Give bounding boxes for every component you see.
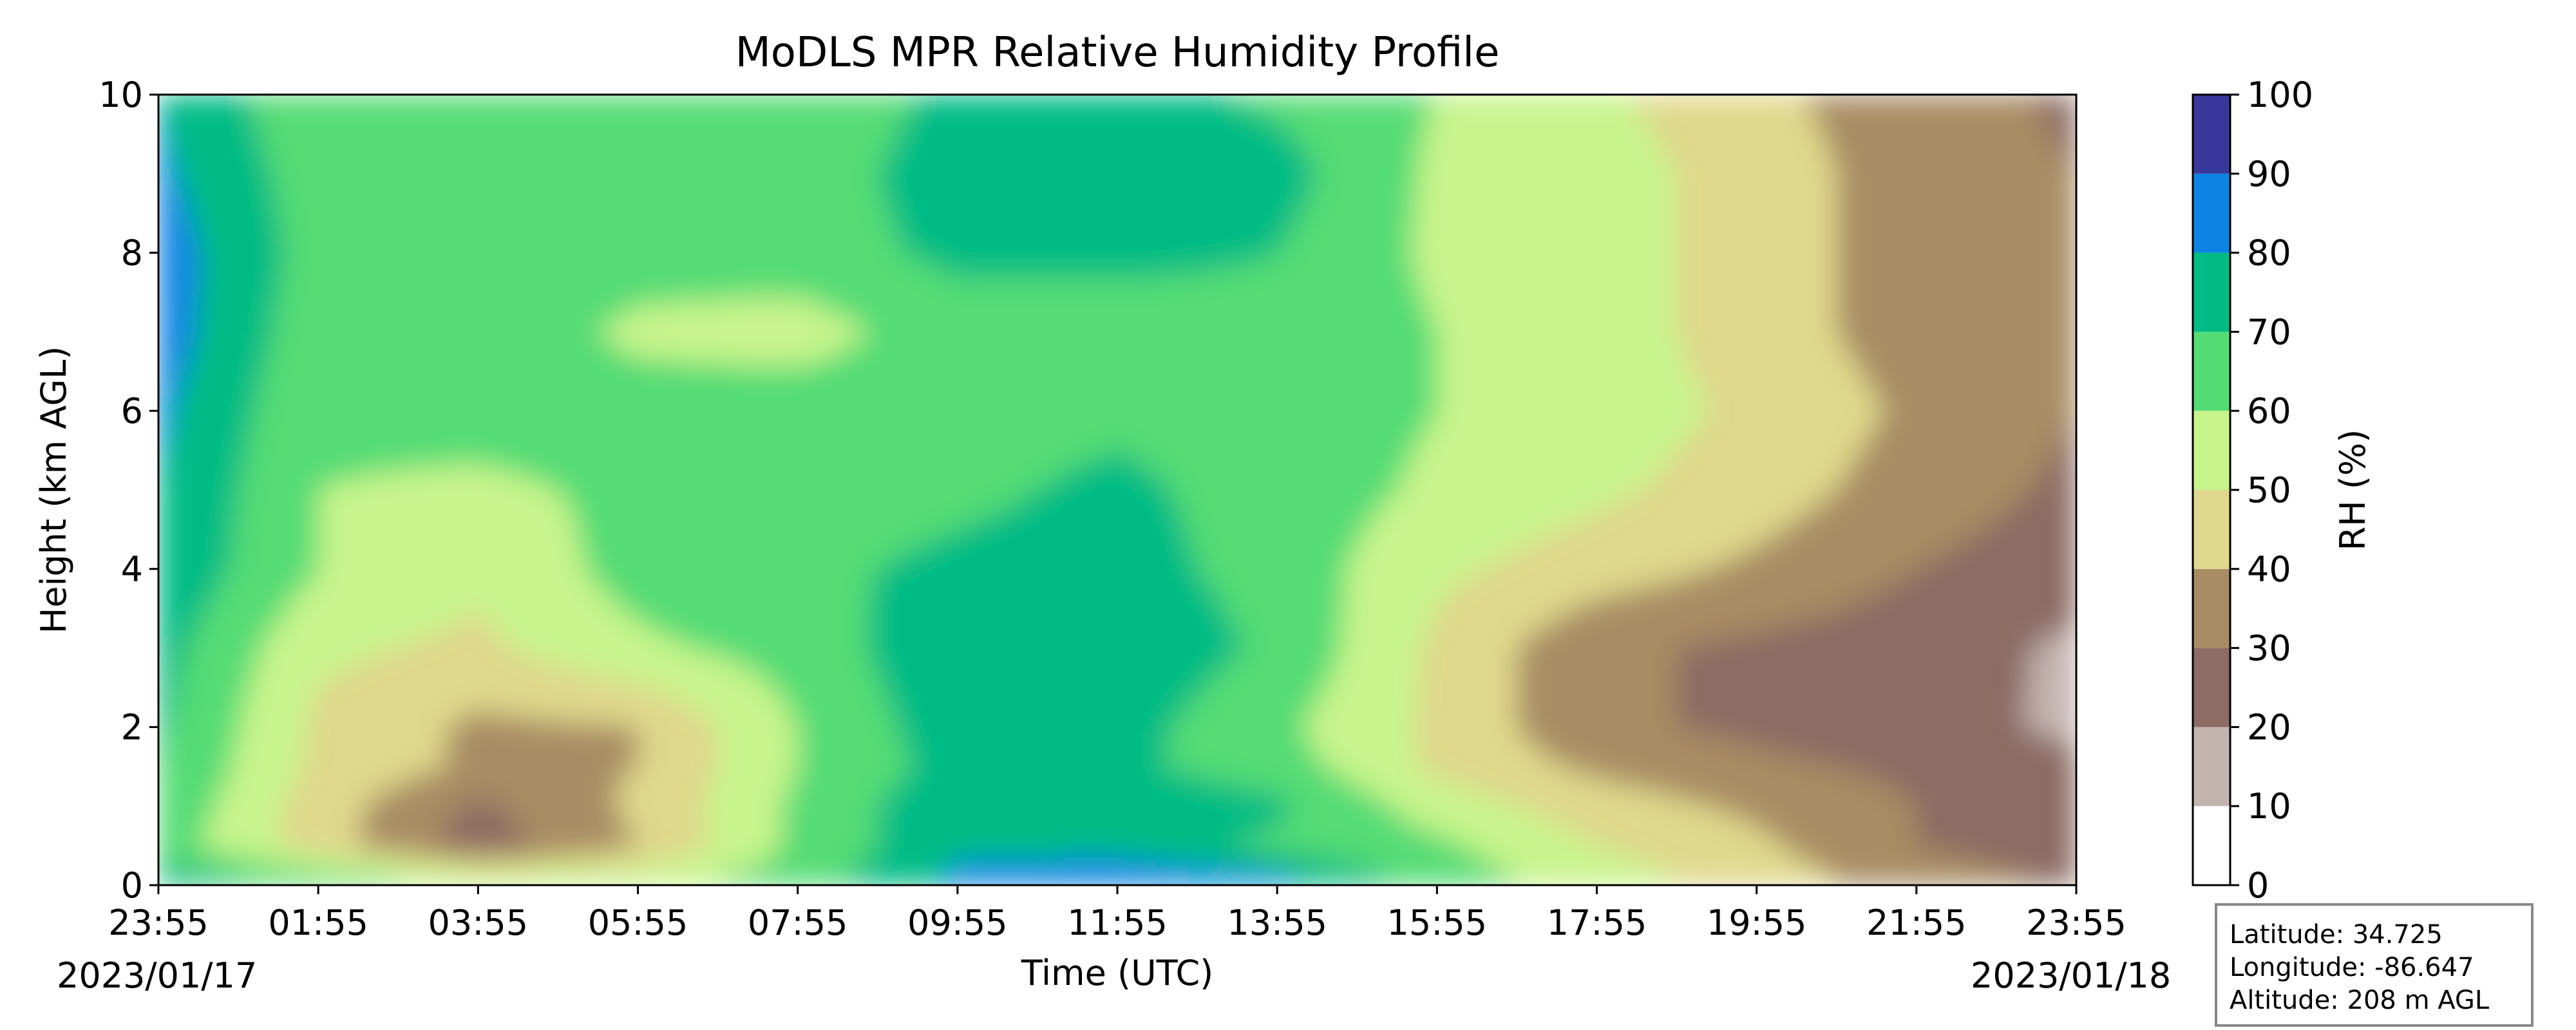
colorbar-tick-label: 80 xyxy=(2247,233,2291,274)
colorbar-band xyxy=(2193,490,2230,569)
colorbar-tick-label: 100 xyxy=(2247,75,2313,115)
plot-area xyxy=(157,93,2078,886)
x-tick-label: 07:55 xyxy=(748,903,848,943)
colorbar-tick-label: 0 xyxy=(2247,865,2269,906)
x-tick-label: 15:55 xyxy=(1387,903,1488,943)
x-tick-label: 21:55 xyxy=(1866,903,1967,943)
y-axis-label: Height (km AGL) xyxy=(33,346,74,634)
x-tick-label: 17:55 xyxy=(1547,903,1647,943)
x-tick-label: 13:55 xyxy=(1227,903,1327,943)
rh-contour-field xyxy=(158,95,2076,885)
colorbar-band xyxy=(2193,568,2230,648)
y-tick-label: 2 xyxy=(121,707,143,747)
chart-title: MoDLS MPR Relative Humidity Profile xyxy=(735,29,1500,77)
colorbar-band xyxy=(2193,173,2230,253)
colorbar-tick-label: 10 xyxy=(2247,786,2291,827)
colorbar-ticks: 0 10 20 30 40 50 60 70 80 90 100 xyxy=(2230,75,2313,906)
colorbar-tick-label: 90 xyxy=(2247,154,2291,194)
x-tick-label: 23:55 xyxy=(2026,903,2126,943)
x-tick-label: 09:55 xyxy=(907,903,1008,943)
colorbar-tick-label: 60 xyxy=(2247,391,2291,431)
colorbar-tick-label: 30 xyxy=(2247,628,2291,669)
station-longitude: Longitude: -86.647 xyxy=(2230,953,2474,982)
y-axis: 0 2 4 6 8 10 xyxy=(99,75,158,906)
y-tick-label: 8 xyxy=(121,233,143,274)
station-latitude: Latitude: 34.725 xyxy=(2230,920,2443,950)
colorbar-band xyxy=(2193,806,2230,885)
colorbar-band xyxy=(2193,648,2230,727)
x-tick-label: 23:55 xyxy=(108,903,209,943)
colorbar-tick-label: 70 xyxy=(2247,312,2291,352)
station-info-frame xyxy=(2215,903,2533,1027)
x-tick-label: 19:55 xyxy=(1707,903,1807,943)
x-tick-label: 03:55 xyxy=(428,903,529,943)
colorbar-band xyxy=(2193,411,2230,490)
station-altitude: Altitude: 208 m AGL xyxy=(2230,986,2490,1015)
x-tick-label: 01:55 xyxy=(268,903,368,943)
y-tick-label: 6 xyxy=(121,391,143,431)
start-date-label: 2023/01/17 xyxy=(57,955,257,996)
colorbar: 0 10 20 30 40 50 60 70 80 90 100 RH (%) xyxy=(2192,75,2373,906)
x-tick-label: 05:55 xyxy=(588,903,688,943)
colorbar-tick-label: 20 xyxy=(2247,707,2291,747)
colorbar-band xyxy=(2193,332,2230,411)
colorbar-bands xyxy=(2193,95,2230,885)
colorbar-tick-label: 40 xyxy=(2247,549,2291,590)
y-tick-label: 10 xyxy=(99,75,143,115)
end-date-label: 2023/01/18 xyxy=(1971,955,2171,996)
y-tick-label: 4 xyxy=(121,549,143,590)
colorbar-band xyxy=(2193,95,2230,174)
colorbar-label: RH (%) xyxy=(2333,429,2373,551)
y-tick-label: 0 xyxy=(121,865,143,906)
x-axis: 23:55 01:55 03:55 05:55 07:55 09:55 11:55 13:55… xyxy=(108,885,2126,943)
x-axis-label: Time (UTC) xyxy=(1021,953,1214,993)
colorbar-band xyxy=(2193,727,2230,807)
x-tick-label: 11:55 xyxy=(1067,903,1168,943)
station-info-box: Latitude: 34.725 Longitude: -86.647 Alti… xyxy=(2215,903,2533,1027)
colorbar-tick-label: 50 xyxy=(2247,470,2291,510)
colorbar-band xyxy=(2193,252,2230,332)
